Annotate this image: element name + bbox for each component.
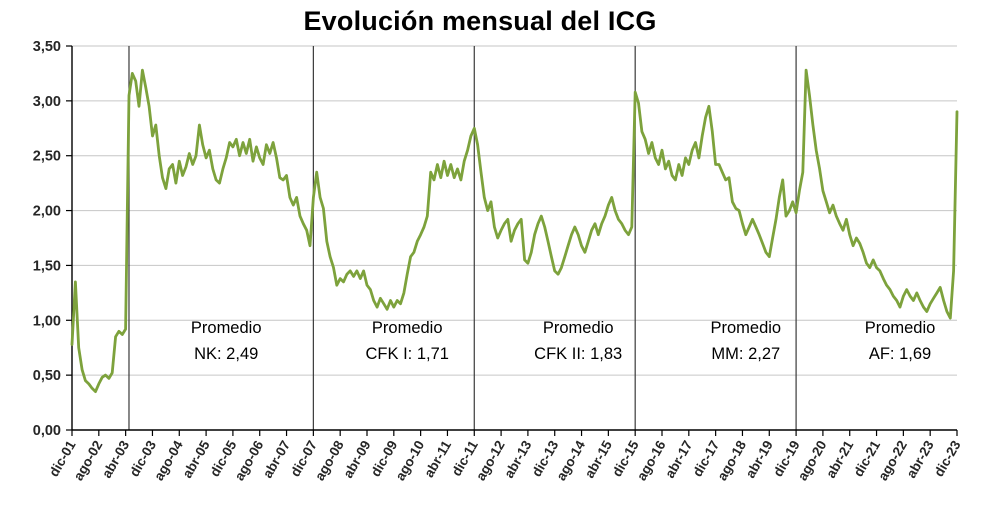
svg-text:abr-05: abr-05	[179, 438, 212, 481]
svg-text:abr-23: abr-23	[904, 438, 937, 481]
svg-text:abr-15: abr-15	[582, 438, 615, 481]
annotation-average-value: NK: 2,49	[194, 345, 258, 363]
annotation-average-value: CFK II: 1,83	[534, 345, 622, 363]
svg-text:dic-23: dic-23	[931, 438, 964, 480]
annotation-average-value: CFK I: 1,71	[366, 345, 449, 363]
svg-text:3,00: 3,00	[33, 94, 61, 110]
annotation-promedio: Promedio	[191, 319, 262, 337]
svg-text:abr-03: abr-03	[99, 438, 132, 481]
svg-text:abr-19: abr-19	[743, 438, 776, 481]
svg-text:abr-13: abr-13	[501, 438, 534, 481]
period-average-annotations: Promedio NK: 2,49 Promedio CFK I: 1,71 Prome…	[191, 319, 935, 363]
chart-title: Evolución mensual del ICG	[303, 6, 657, 36]
x-axis-labels: dic-01ago-02abr-03dic-03ago-04abr-05dic-…	[46, 438, 964, 484]
annotation-promedio: Promedio	[710, 319, 781, 337]
svg-text:0,50: 0,50	[33, 368, 61, 384]
axes	[66, 45, 958, 436]
svg-text:3,50: 3,50	[33, 39, 61, 55]
svg-text:abr-11: abr-11	[421, 438, 454, 480]
annotation-promedio: Promedio	[372, 319, 443, 337]
svg-text:abr-09: abr-09	[340, 438, 373, 481]
annotation-average-value: AF: 1,69	[869, 345, 931, 363]
svg-text:1,00: 1,00	[33, 313, 61, 329]
svg-text:0,00: 0,00	[33, 423, 61, 439]
annotation-promedio: Promedio	[543, 319, 614, 337]
period-dividers	[128, 46, 797, 430]
annotation-average-value: MM: 2,27	[711, 345, 780, 363]
y-axis-labels: 0,00 0,50 1,00 1,50 2,00 2,50 3,00 3,50	[33, 39, 61, 439]
svg-text:2,50: 2,50	[33, 149, 61, 165]
svg-text:abr-07: abr-07	[260, 438, 293, 481]
annotation-promedio: Promedio	[865, 319, 936, 337]
svg-text:1,50: 1,50	[33, 258, 61, 274]
icg-series-line	[70, 68, 959, 394]
svg-text:abr-17: abr-17	[662, 438, 695, 481]
svg-text:abr-21: abr-21	[823, 438, 856, 481]
svg-text:2,00: 2,00	[33, 204, 61, 220]
